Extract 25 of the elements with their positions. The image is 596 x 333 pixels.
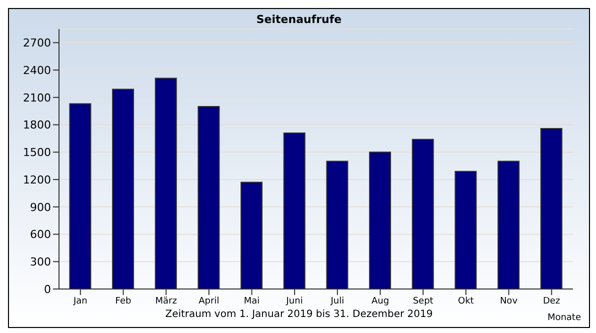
y-tick-label: 300 xyxy=(30,256,51,269)
chart-title: Seitenaufrufe xyxy=(255,13,343,26)
x-tick-label: Okt xyxy=(458,296,474,306)
y-tick-label: 2400 xyxy=(23,64,51,77)
x-tick-label: April xyxy=(198,296,220,306)
y-tick-label: 1200 xyxy=(23,173,51,186)
x-tick-label: März xyxy=(155,296,178,306)
y-tick-label: 2100 xyxy=(23,91,51,104)
x-tick-label: Dez xyxy=(542,296,560,306)
x-tick-label: Juli xyxy=(330,296,344,306)
x-tick-label: Jan xyxy=(72,296,88,306)
x-tick-label: Aug xyxy=(371,296,390,306)
x-tick-label: Juni xyxy=(285,296,303,306)
x-tick-label: Nov xyxy=(500,296,518,306)
x-tick-label: Mai xyxy=(244,296,260,306)
y-tick-label: 900 xyxy=(30,200,51,214)
x-tick-label: Feb xyxy=(115,296,132,306)
y-tick-label: 600 xyxy=(30,228,51,242)
x-axis-title: Zeitraum vom 1. Januar 2019 bis 31. Dezember 2019 xyxy=(165,309,433,320)
y-tick-label: 2700 xyxy=(23,36,51,50)
x-tick-label: Sept xyxy=(412,296,434,306)
y-tick-label: 1800 xyxy=(23,118,51,132)
text: Monate xyxy=(547,313,581,323)
y-tick-label: 0 xyxy=(44,282,51,296)
y-tick-label: 1500 xyxy=(23,146,51,160)
